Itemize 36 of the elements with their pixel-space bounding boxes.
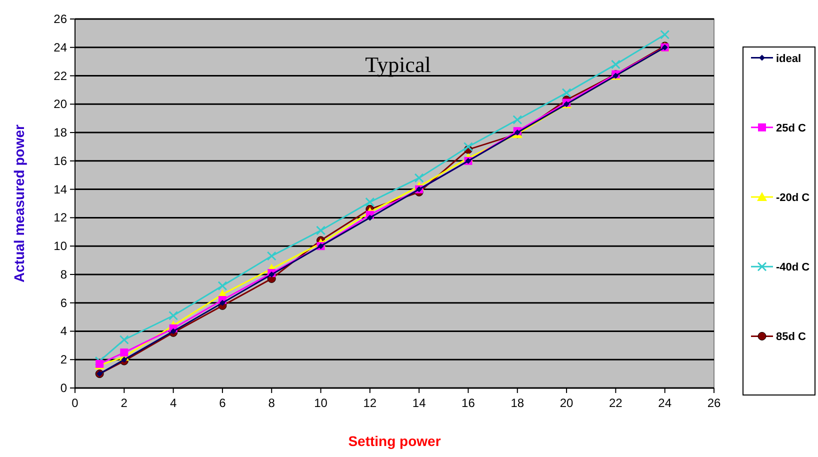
y-tick-label: 24 (54, 40, 68, 54)
x-tick-label: 20 (560, 396, 574, 410)
legend-label: 25d C (776, 122, 806, 134)
y-tick-label: 14 (54, 182, 68, 196)
y-tick-label: 0 (60, 381, 68, 395)
x-tick-label: 22 (609, 396, 623, 410)
legend-label: ideal (776, 52, 802, 65)
x-tick-label: 10 (314, 396, 328, 410)
y-tick-label: 10 (54, 239, 68, 254)
y-tick-label: 4 (60, 324, 68, 338)
y-tick-label: 22 (54, 68, 68, 83)
y-axis-title: Actual measured power (11, 124, 27, 282)
x-tick-label: 0 (72, 396, 79, 410)
text: Typical (365, 52, 431, 77)
x-tick-label: 8 (268, 396, 276, 410)
y-tick-label: 18 (54, 126, 68, 140)
legend-label: -20d C (776, 192, 810, 204)
y-tick-label: 2 (60, 352, 68, 367)
x-tick-label: 4 (170, 396, 177, 410)
x-tick-label: 12 (363, 396, 377, 410)
y-tick-label: 20 (54, 97, 68, 112)
y-tick-label: 26 (54, 12, 68, 26)
y-tick-label: 8 (60, 267, 68, 282)
x-tick-label: 26 (707, 396, 721, 410)
y-tick-label: 6 (60, 296, 68, 310)
legend-label: -40d C (776, 262, 810, 274)
x-tick-label: 18 (510, 396, 524, 410)
x-tick-label: 24 (658, 396, 672, 410)
legend-label: 85d C (776, 331, 806, 344)
x-tick-label: 6 (219, 396, 226, 410)
x-tick-label: 16 (462, 396, 476, 410)
y-tick-label: 16 (54, 154, 68, 168)
y-tick-label: 12 (54, 210, 68, 225)
x-axis-title: Setting power (348, 433, 442, 449)
x-tick-label: 14 (412, 396, 426, 410)
x-tick-label: 2 (120, 396, 128, 410)
